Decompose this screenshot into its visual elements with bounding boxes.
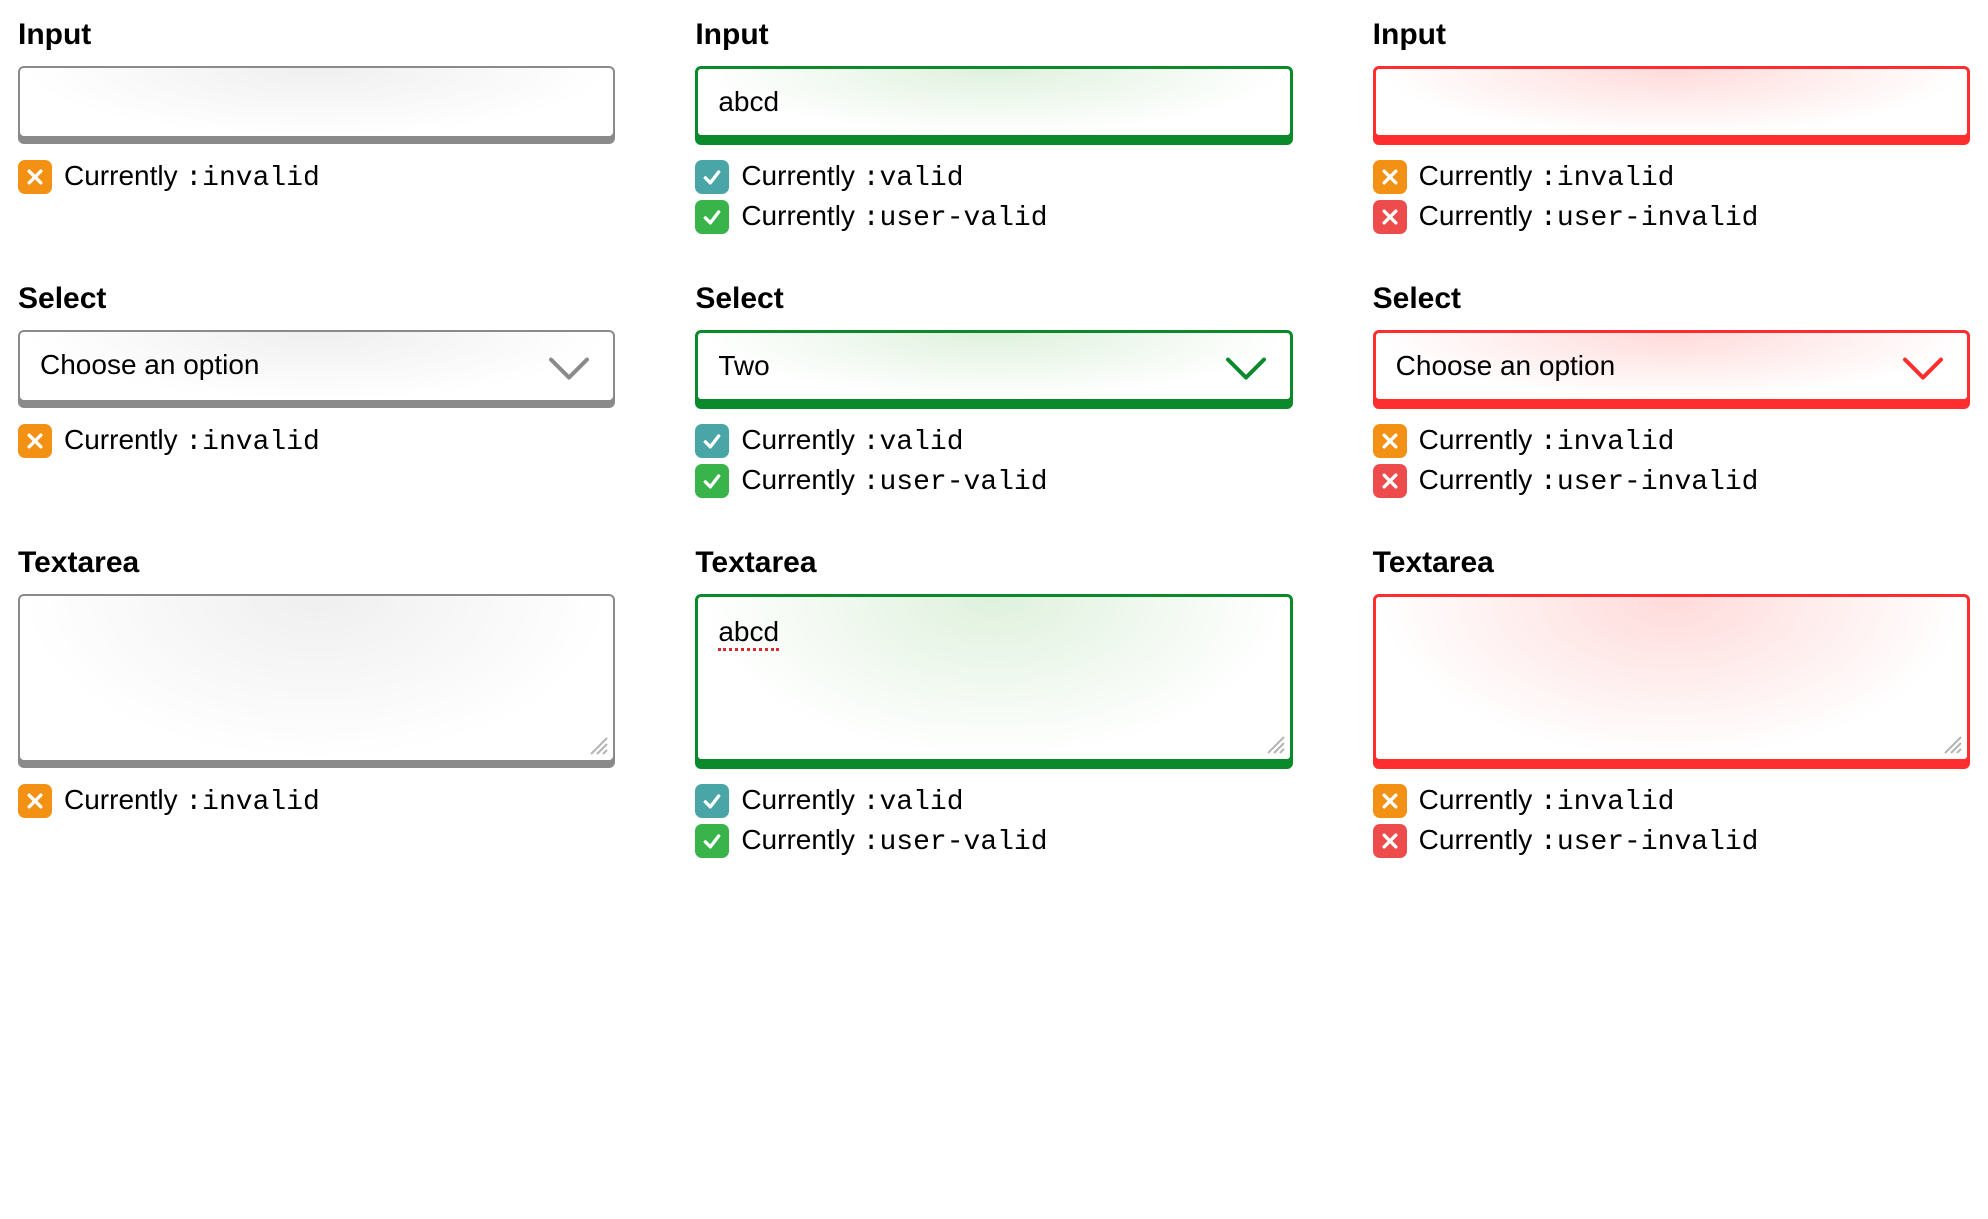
check-icon <box>695 160 729 194</box>
status-text: Currently :user-invalid <box>1419 464 1759 498</box>
status-text: Currently :user-invalid <box>1419 200 1759 234</box>
check-icon <box>695 824 729 858</box>
status-list: Currently :invalid <box>18 424 615 458</box>
status-text: Currently :invalid <box>64 160 320 194</box>
select-value: Two <box>698 333 1289 399</box>
heading-select: Select <box>695 282 1292 316</box>
select-value: Choose an option <box>20 332 613 400</box>
status-invalid: Currently :invalid <box>18 424 615 458</box>
status-invalid: Currently :invalid <box>18 160 615 194</box>
status-user-invalid: Currently :user-invalid <box>1373 824 1970 858</box>
check-icon <box>695 424 729 458</box>
status-valid: Currently :valid <box>695 160 1292 194</box>
status-invalid: Currently :invalid <box>1373 160 1970 194</box>
check-icon <box>695 200 729 234</box>
status-list: Currently :invalid Currently :user-inval… <box>1373 784 1970 858</box>
status-list: Currently :valid Currently :user-valid <box>695 784 1292 858</box>
cell-select-neutral: Select Choose an option Currently :inval… <box>18 282 615 498</box>
heading-textarea: Textarea <box>18 546 615 580</box>
heading-input: Input <box>18 18 615 52</box>
cell-textarea-valid: Textarea abcd Currently :valid Currently… <box>695 546 1292 858</box>
status-text: Currently :invalid <box>64 784 320 818</box>
status-list: Currently :invalid Currently :user-inval… <box>1373 424 1970 498</box>
status-text: Currently :invalid <box>64 424 320 458</box>
x-icon <box>18 424 52 458</box>
status-text: Currently :invalid <box>1419 160 1675 194</box>
heading-textarea: Textarea <box>695 546 1292 580</box>
textarea-value <box>20 596 613 760</box>
textarea-input[interactable] <box>18 594 615 762</box>
cell-input-invalid: Input Currently :invalid Currently :user… <box>1373 18 1970 234</box>
status-text: Currently :user-valid <box>741 824 1047 858</box>
x-icon <box>1373 824 1407 858</box>
heading-textarea: Textarea <box>1373 546 1970 580</box>
cell-input-valid: Input abcd Currently :valid Currently :u… <box>695 18 1292 234</box>
text-input-value: abcd <box>698 69 1289 135</box>
x-icon <box>1373 464 1407 498</box>
x-icon <box>18 160 52 194</box>
heading-input: Input <box>1373 18 1970 52</box>
text-input-value <box>1376 69 1967 135</box>
check-icon <box>695 464 729 498</box>
textarea-value: abcd <box>698 597 1289 759</box>
text-input[interactable]: abcd <box>695 66 1292 138</box>
text-input[interactable] <box>18 66 615 138</box>
status-text: Currently :user-valid <box>741 464 1047 498</box>
heading-input: Input <box>695 18 1292 52</box>
x-icon <box>18 784 52 818</box>
status-user-invalid: Currently :user-invalid <box>1373 464 1970 498</box>
cell-select-invalid: Select Choose an option Currently :inval… <box>1373 282 1970 498</box>
cell-textarea-invalid: Textarea Currently :invalid Currently :u… <box>1373 546 1970 858</box>
status-list: Currently :invalid <box>18 160 615 194</box>
status-text: Currently :valid <box>741 160 963 194</box>
select-value: Choose an option <box>1376 333 1967 399</box>
textarea-text-spellchecked: abcd <box>718 618 779 651</box>
x-icon <box>1373 784 1407 818</box>
x-icon <box>1373 200 1407 234</box>
status-text: Currently :user-invalid <box>1419 824 1759 858</box>
status-user-invalid: Currently :user-invalid <box>1373 200 1970 234</box>
select-input[interactable]: Choose an option <box>1373 330 1970 402</box>
select-input[interactable]: Two <box>695 330 1292 402</box>
x-icon <box>1373 424 1407 458</box>
status-text: Currently :user-valid <box>741 200 1047 234</box>
demo-grid: Input Currently :invalid Input abcd Curr… <box>0 0 1988 876</box>
status-invalid: Currently :invalid <box>18 784 615 818</box>
select-input[interactable]: Choose an option <box>18 330 615 402</box>
status-valid: Currently :valid <box>695 784 1292 818</box>
textarea-input[interactable]: abcd <box>695 594 1292 762</box>
status-text: Currently :valid <box>741 424 963 458</box>
text-input[interactable] <box>1373 66 1970 138</box>
check-icon <box>695 784 729 818</box>
heading-select: Select <box>1373 282 1970 316</box>
status-user-valid: Currently :user-valid <box>695 824 1292 858</box>
textarea-value <box>1376 597 1967 759</box>
x-icon <box>1373 160 1407 194</box>
status-invalid: Currently :invalid <box>1373 784 1970 818</box>
text-input-value <box>20 68 613 136</box>
status-list: Currently :invalid <box>18 784 615 818</box>
status-text: Currently :invalid <box>1419 424 1675 458</box>
status-user-valid: Currently :user-valid <box>695 464 1292 498</box>
textarea-input[interactable] <box>1373 594 1970 762</box>
status-list: Currently :valid Currently :user-valid <box>695 160 1292 234</box>
status-text: Currently :valid <box>741 784 963 818</box>
status-valid: Currently :valid <box>695 424 1292 458</box>
heading-select: Select <box>18 282 615 316</box>
status-list: Currently :valid Currently :user-valid <box>695 424 1292 498</box>
status-text: Currently :invalid <box>1419 784 1675 818</box>
status-user-valid: Currently :user-valid <box>695 200 1292 234</box>
status-list: Currently :invalid Currently :user-inval… <box>1373 160 1970 234</box>
status-invalid: Currently :invalid <box>1373 424 1970 458</box>
cell-input-neutral: Input Currently :invalid <box>18 18 615 234</box>
cell-select-valid: Select Two Currently :valid Currently :u… <box>695 282 1292 498</box>
cell-textarea-neutral: Textarea Currently :invalid <box>18 546 615 858</box>
